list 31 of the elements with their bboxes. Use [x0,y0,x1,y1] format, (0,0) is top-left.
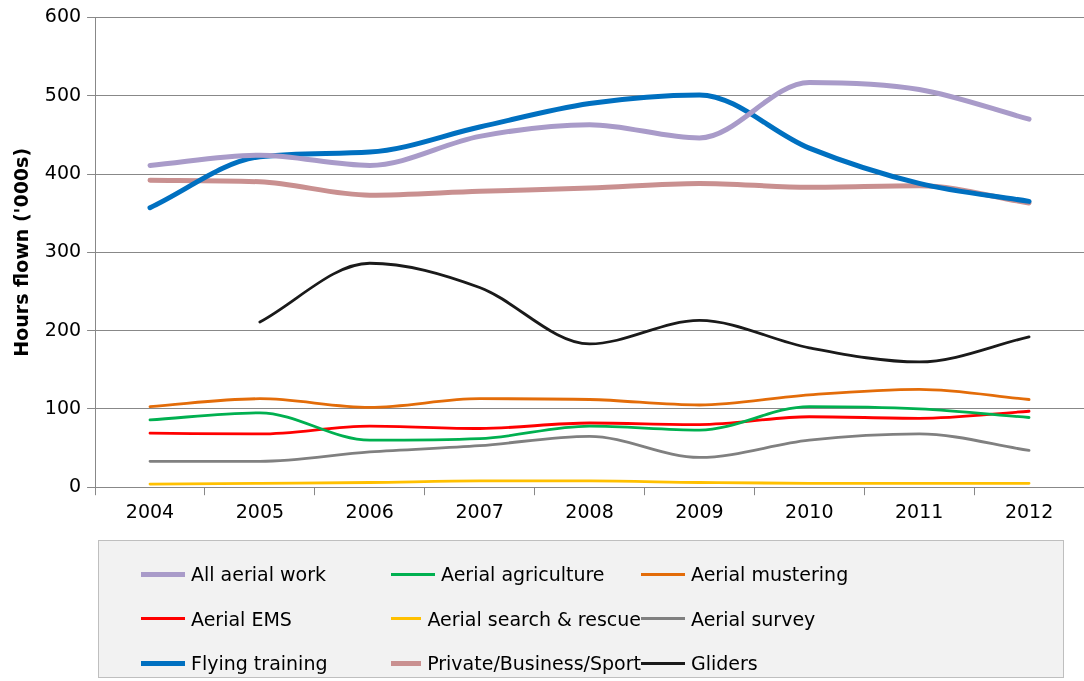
y-tick-label: 400 [44,160,82,183]
y-tick-label: 500 [44,82,82,105]
y-tick-label: 100 [44,395,82,418]
legend-label: Aerial search & rescue [427,607,641,630]
y-axis-title: Hours flown ('000s) [10,147,33,357]
x-tick-label: 2004 [125,499,175,522]
legend-label: Aerial survey [691,607,816,630]
x-tick-label: 2007 [455,499,504,522]
x-tick-label: 2009 [675,499,724,522]
x-tick-label: 2005 [235,499,285,522]
y-tick-label: 200 [44,317,82,340]
y-tick-label: 0 [68,474,82,497]
x-tick-label: 2008 [565,499,614,522]
line-series [148,387,1031,409]
legend-label: All aerial work [191,563,326,585]
x-tick-label: 2010 [785,499,834,522]
legend-label: Aerial EMS [191,607,292,630]
legend-label: Aerial mustering [691,563,849,585]
line-series [258,261,1031,364]
y-tick-label: 300 [44,239,82,262]
legend-label: Aerial agriculture [441,563,605,585]
line-series [148,432,1031,463]
line-series [148,405,1031,442]
x-tick-label: 2012 [1004,499,1054,522]
x-tick-label: 2011 [895,499,944,522]
y-tick-label: 600 [44,4,82,27]
x-tick-label: 2006 [345,499,394,522]
legend-label: Gliders [691,652,758,675]
line-series [148,409,1031,436]
legend-label: Flying training [191,652,328,675]
legend-label: Private/Business/Sport [427,652,641,675]
